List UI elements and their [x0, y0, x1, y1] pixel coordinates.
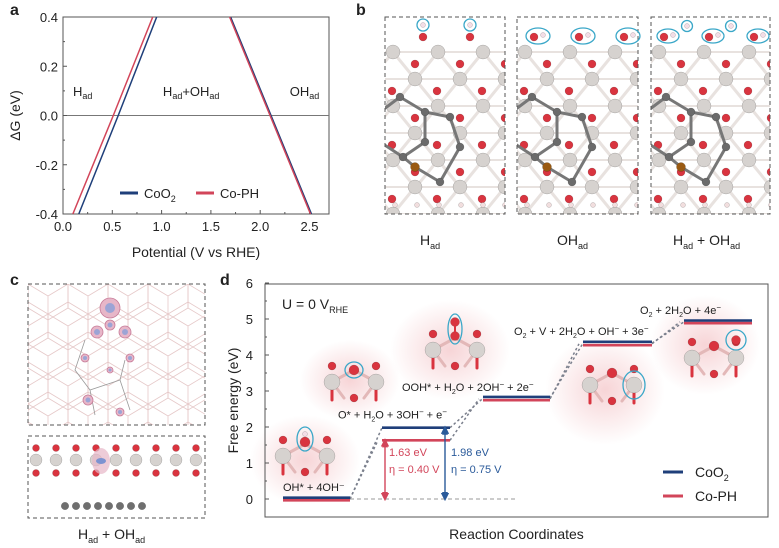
- panel-c-label: Had + OHad: [78, 526, 146, 545]
- x-tick-label: 0.0: [54, 219, 72, 234]
- x-tick-label: 0.5: [103, 219, 121, 234]
- panel-c-charge-density: [27, 283, 206, 519]
- adsorbate-structure: [274, 426, 336, 477]
- adsorbate-structure: [424, 313, 486, 371]
- structure-box-1: [384, 16, 506, 215]
- adsorbate-structure: [323, 361, 385, 403]
- adsorbate-structure: [581, 364, 646, 406]
- region-label: Had+OHad: [163, 84, 220, 101]
- x-axis-title: Potential (V vs RHE): [132, 244, 260, 260]
- step-label: OH* + 4OH⁻: [283, 482, 345, 494]
- y-axis-title: ΔG (eV): [7, 90, 23, 141]
- y-tick-label: -0.4: [36, 207, 58, 222]
- legend-label: CoO2: [144, 186, 176, 204]
- structure-box-3: [650, 16, 771, 215]
- panel-a-chart: -0.4 -0.2 0.0 0.2 0.4 0.0 0.5 1.0 1.5 2.0 2.5 Poten…: [7, 10, 330, 260]
- series-line-co-ph: [72, 17, 154, 214]
- barrier-energy: 1.63 eV: [389, 447, 428, 459]
- adsorbate-structure: [683, 329, 747, 379]
- y-tick-label: 4: [246, 348, 253, 363]
- panel-b-structures: [384, 16, 771, 215]
- plot-frame: [264, 283, 769, 518]
- y-tick-label: 0.2: [40, 59, 58, 74]
- y-tick-label: 5: [246, 312, 253, 327]
- x-tick-label: 2.0: [251, 219, 269, 234]
- x-tick-label: 2.5: [300, 219, 318, 234]
- panel-b-letter: b: [356, 2, 366, 19]
- y-tick-label: 2: [246, 420, 253, 435]
- potential-annotation: U = 0 VRHE: [282, 296, 348, 315]
- series-line-coo2: [78, 17, 158, 214]
- step-label: OOH* + H2O + 2OH− + 2e−: [402, 380, 534, 396]
- overpotential: η = 0.75 V: [451, 464, 502, 476]
- panel-c-letter: c: [10, 272, 19, 289]
- y-tick-label: 1: [246, 456, 253, 471]
- region-label: Had: [73, 84, 92, 101]
- x-tick-label: 1.5: [202, 219, 220, 234]
- panel-d-letter: d: [220, 272, 230, 289]
- charge-density-side-view: [27, 435, 206, 519]
- step-label: O2 + V + 2H2O + OH− + 3e−: [514, 324, 649, 340]
- barrier-energy: 1.98 eV: [451, 447, 490, 459]
- panel-b-label-had-ohad: Had + OHad: [673, 232, 741, 251]
- y-axis-title: Free energy (eV): [225, 348, 241, 454]
- panel-d-chart: 0 1 2 3 4 5 6 Free energy (eV) Reaction Coordina…: [225, 276, 769, 542]
- region-label: OHad: [290, 84, 320, 101]
- y-tick-label: 3: [246, 384, 253, 399]
- series-line-coo2: [229, 17, 313, 214]
- y-tick-label: 0.0: [40, 109, 58, 124]
- y-tick-label: 0.4: [40, 10, 58, 25]
- panel-b-label-ohad: OHad: [557, 232, 589, 251]
- legend-label: CoO2: [695, 464, 729, 483]
- x-tick-label: 1.0: [153, 219, 171, 234]
- y-tick-label: -0.2: [36, 158, 58, 173]
- step-label: O* + H2O + 3OH− + e−: [338, 408, 447, 424]
- panel-b-label-had: Had: [420, 232, 441, 251]
- charge-density-top-view: [27, 283, 206, 426]
- series-line-co-ph: [228, 17, 312, 214]
- legend-label: Co-PH: [220, 186, 259, 201]
- panel-a-letter: a: [10, 2, 19, 19]
- overpotential: η = 0.40 V: [389, 464, 440, 476]
- structure-box-2: [516, 16, 641, 215]
- step-label: O2 + 2H2O + 4e−: [640, 303, 721, 319]
- y-tick-label: 6: [246, 276, 253, 291]
- x-axis-title: Reaction Coordinates: [449, 526, 584, 542]
- y-tick-label: 0: [246, 492, 253, 507]
- legend-label: Co-PH: [695, 488, 737, 504]
